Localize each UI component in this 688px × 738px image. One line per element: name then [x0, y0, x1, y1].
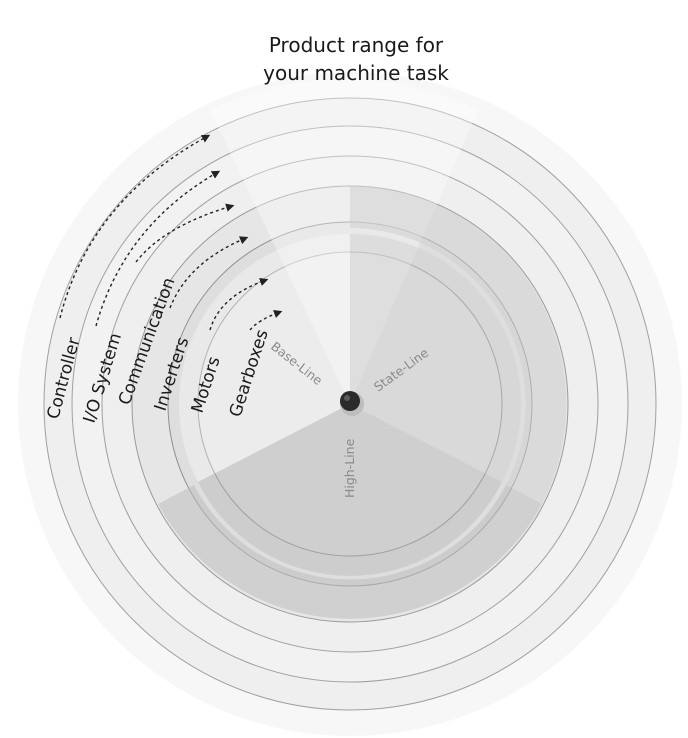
- arrow-motors: [209, 277, 269, 331]
- layer-arrows: [59, 134, 283, 331]
- band-high-line: [158, 485, 542, 619]
- sector-label-high-line: High-Line: [342, 438, 357, 498]
- sectors: [158, 186, 567, 619]
- arrow-communication: [135, 203, 235, 263]
- center-hub-highlight: [344, 395, 350, 401]
- product-range-wedge: [210, 79, 478, 405]
- center-hub: [340, 391, 360, 411]
- sector-high-line: [198, 404, 502, 576]
- arrow-gearboxes: [249, 310, 283, 331]
- diagram-title-line2: your machine task: [263, 61, 449, 85]
- diagram-title-line1: Product range for: [269, 33, 444, 57]
- sector-state-line: [350, 233, 521, 482]
- arrow-inverters: [169, 236, 249, 309]
- arrow-io-system: [95, 170, 221, 327]
- sector-base-line: [179, 233, 350, 482]
- band-state-line: [350, 186, 567, 504]
